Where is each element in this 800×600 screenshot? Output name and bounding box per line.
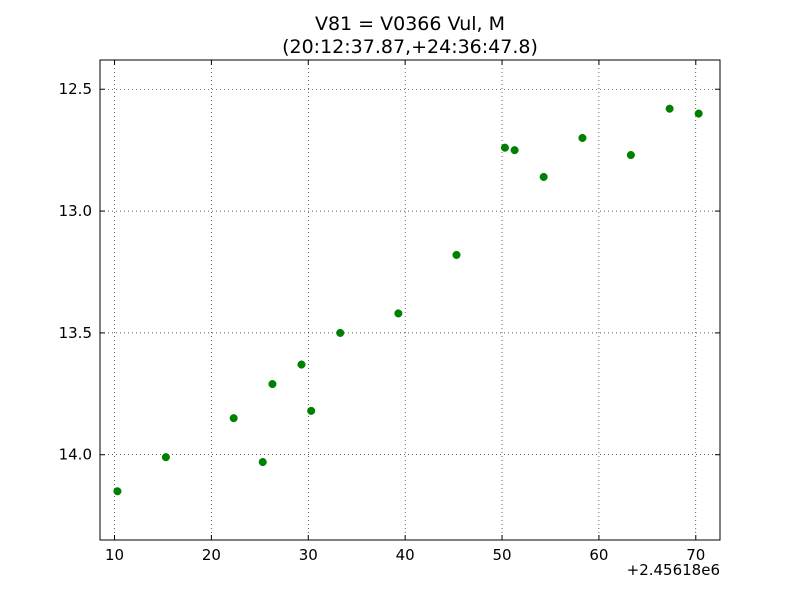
data-point	[336, 328, 345, 337]
data-point	[665, 104, 674, 113]
chart-title: V81 = V0366 Vul, M	[315, 13, 505, 35]
y-tick-label: 13.0	[59, 202, 92, 220]
data-point	[626, 150, 635, 160]
data-point	[539, 172, 548, 182]
data-point	[297, 360, 306, 369]
y-tick-label: 13.5	[59, 324, 92, 342]
data-point	[113, 487, 122, 496]
x-tick-label: 60	[589, 546, 608, 564]
data-point	[394, 309, 403, 318]
data-point	[307, 406, 316, 415]
data-point	[161, 453, 170, 462]
data-point	[268, 380, 277, 389]
data-point	[229, 414, 238, 423]
x-tick-label: 20	[202, 546, 221, 564]
x-tick-label: 50	[492, 546, 511, 564]
data-point	[578, 133, 587, 143]
data-point	[510, 146, 519, 155]
x-tick-label: 10	[105, 546, 124, 564]
data-points	[113, 104, 703, 496]
x-tick-label: 70	[686, 546, 705, 564]
data-point	[500, 143, 509, 152]
plot-frame	[99, 59, 721, 541]
ticks: 10 20 30 40 50 60 70 12.5 13.0 13.5 14.0	[59, 60, 720, 564]
x-tick-label: 30	[299, 546, 318, 564]
data-point	[258, 457, 267, 467]
grid	[100, 60, 720, 540]
y-tick-label: 14.0	[59, 446, 92, 464]
y-tick-label: 12.5	[59, 80, 92, 98]
x-tick-label: 40	[396, 546, 415, 564]
x-offset-label: +2.45618e6	[627, 561, 720, 579]
data-point	[452, 250, 461, 259]
data-point	[694, 109, 703, 118]
chart-subtitle: (20:12:37.87,+24:36:47.8)	[282, 36, 538, 58]
